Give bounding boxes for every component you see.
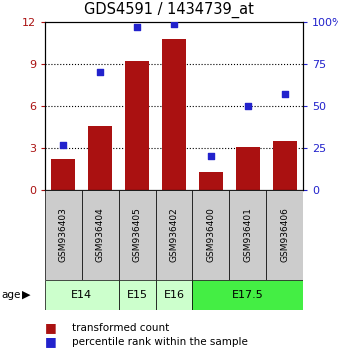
Bar: [266, 190, 303, 280]
Text: GSM936400: GSM936400: [207, 207, 215, 262]
Point: [245, 103, 250, 109]
Bar: [199, 172, 223, 190]
Point: [98, 70, 103, 75]
Text: age: age: [2, 290, 21, 300]
Bar: [82, 190, 119, 280]
Point: [171, 21, 177, 27]
Bar: [45, 190, 82, 280]
Text: ▶: ▶: [22, 290, 30, 300]
Bar: [229, 190, 266, 280]
Text: GSM936401: GSM936401: [243, 207, 252, 262]
Point: [61, 142, 66, 148]
Bar: [119, 190, 155, 280]
Bar: [119, 280, 155, 310]
Bar: [272, 141, 296, 190]
Text: E14: E14: [71, 290, 92, 300]
Text: ■: ■: [45, 336, 57, 348]
Text: GSM936403: GSM936403: [59, 207, 68, 262]
Bar: [155, 280, 192, 310]
Point: [135, 24, 140, 30]
Text: GSM936406: GSM936406: [280, 207, 289, 262]
Text: E16: E16: [164, 290, 185, 300]
Point: [282, 91, 287, 97]
Text: E15: E15: [127, 290, 148, 300]
Text: percentile rank within the sample: percentile rank within the sample: [72, 337, 248, 347]
Text: transformed count: transformed count: [72, 323, 169, 333]
Text: GDS4591 / 1434739_at: GDS4591 / 1434739_at: [84, 2, 254, 18]
Text: GSM936402: GSM936402: [169, 208, 178, 262]
Text: ■: ■: [45, 321, 57, 335]
Bar: [45, 280, 119, 310]
Bar: [88, 126, 112, 190]
Point: [208, 154, 214, 159]
Bar: [192, 190, 229, 280]
Text: E17.5: E17.5: [232, 290, 264, 300]
Bar: [51, 159, 75, 190]
Bar: [125, 61, 149, 190]
Bar: [236, 147, 260, 190]
Bar: [155, 190, 192, 280]
Text: GSM936404: GSM936404: [96, 208, 105, 262]
Text: GSM936405: GSM936405: [132, 207, 142, 262]
Bar: [192, 280, 303, 310]
Bar: [162, 39, 186, 190]
